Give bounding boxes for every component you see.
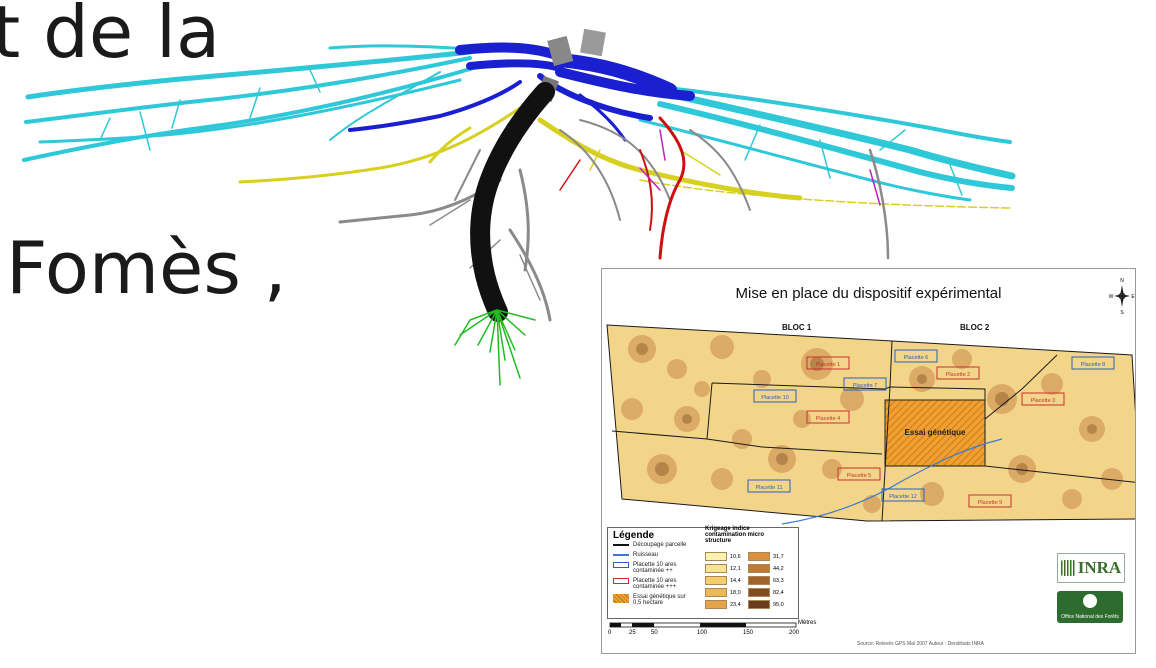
bloc-2-label: BLOC 2 [960, 323, 990, 332]
kriging-title: Krigeage indice contamination micro stru… [705, 526, 765, 544]
scale-bar: Mètres 0 25 50 100 150 200 [608, 620, 818, 641]
onf-logo: Office National des Forêts [1057, 591, 1123, 623]
plot-label: Placette 11 [755, 485, 782, 491]
map-title: Mise en place du dispositif expérimental [735, 285, 1002, 302]
bloc-1-label: BLOC 1 [782, 323, 812, 332]
kriging-row: 18,0 [705, 588, 741, 597]
scale-unit: Mètres [798, 620, 817, 626]
inra-logo-icon [1060, 560, 1075, 576]
kriging-swatch [705, 552, 727, 561]
scale-tick: 50 [651, 630, 658, 636]
line-symbol-icon [613, 552, 629, 558]
scale-tick: 100 [697, 630, 708, 636]
legend-item: Placette 10 ares contaminée +++ [613, 578, 693, 590]
plot-label: Placette 9 [978, 500, 1002, 506]
slide-title-line-2: Fomès , [6, 226, 287, 310]
line-symbol-icon [613, 542, 629, 548]
kriging-row: 31,7 [748, 552, 784, 561]
compass-e: E [1131, 294, 1135, 300]
scale-tick: 150 [743, 630, 754, 636]
essai-label: Essai génétique [905, 428, 966, 437]
plot-label: Placette 6 [904, 355, 928, 361]
kriging-row: 82,4 [748, 588, 784, 597]
parcel-map: Placette 6 Placette 7 Placette 8 Placett… [606, 324, 1135, 525]
plot-label: Placette 8 [1081, 362, 1105, 368]
legend-item: Essai génétique sur 0,5 hectare [613, 594, 693, 606]
legend-item: Placette 10 ares contaminée ++ [613, 562, 693, 574]
experimental-layout-map: Mise en place du dispositif expérimental… [601, 268, 1136, 654]
compass-s: S [1120, 310, 1124, 315]
scale-tick: 0 [608, 630, 612, 636]
inra-logo: INRA [1057, 553, 1125, 583]
plot-label: Placette 1 [816, 362, 840, 368]
kriging-swatch [748, 564, 770, 573]
scale-tick: 25 [629, 630, 636, 636]
plot-label: Placette 7 [853, 383, 877, 389]
box-symbol-icon [613, 562, 629, 568]
kriging-row: 10,6 [705, 552, 741, 561]
hatch-symbol-icon [613, 594, 629, 603]
plot-label: Placette 5 [847, 473, 871, 479]
plot-label: Placette 10 [761, 395, 789, 401]
scale-tick: 200 [789, 630, 800, 636]
compass-w: W [1109, 294, 1114, 300]
kriging-row: 12,1 [705, 564, 741, 573]
legend-item: Découpage parcelle [613, 542, 686, 548]
kriging-swatch [705, 600, 727, 609]
kriging-swatch [705, 588, 727, 597]
plot-label: Placette 2 [946, 372, 970, 378]
box-symbol-icon [613, 578, 629, 584]
plot-label: Placette 4 [816, 416, 840, 422]
compass-rose-icon: N S W E [1109, 277, 1135, 316]
map-source: Source: Relevés GPS Mai 2007 Auteur : De… [857, 641, 985, 647]
kriging-swatch [705, 564, 727, 573]
kriging-swatch [748, 600, 770, 609]
legend-title: Légende [613, 530, 655, 541]
kriging-row: 23,4 [705, 600, 741, 609]
plot-label: Placette 3 [1031, 398, 1055, 404]
kriging-swatch [748, 552, 770, 561]
plot-label: Placette 12 [889, 494, 917, 500]
kriging-row: 44,2 [748, 564, 784, 573]
legend-item: Ruisseau [613, 552, 658, 558]
kriging-row: 95,0 [748, 600, 784, 609]
kriging-swatch [748, 576, 770, 585]
kriging-swatch [748, 588, 770, 597]
kriging-row: 14,4 [705, 576, 741, 585]
compass-n: N [1120, 278, 1124, 284]
slide-title-line-1: t de la [0, 0, 221, 74]
kriging-swatch [705, 576, 727, 585]
map-legend: Légende Découpage parcelle Ruisseau Plac… [607, 526, 799, 619]
kriging-row: 63,3 [748, 576, 784, 585]
onf-logo-icon [1083, 594, 1097, 608]
